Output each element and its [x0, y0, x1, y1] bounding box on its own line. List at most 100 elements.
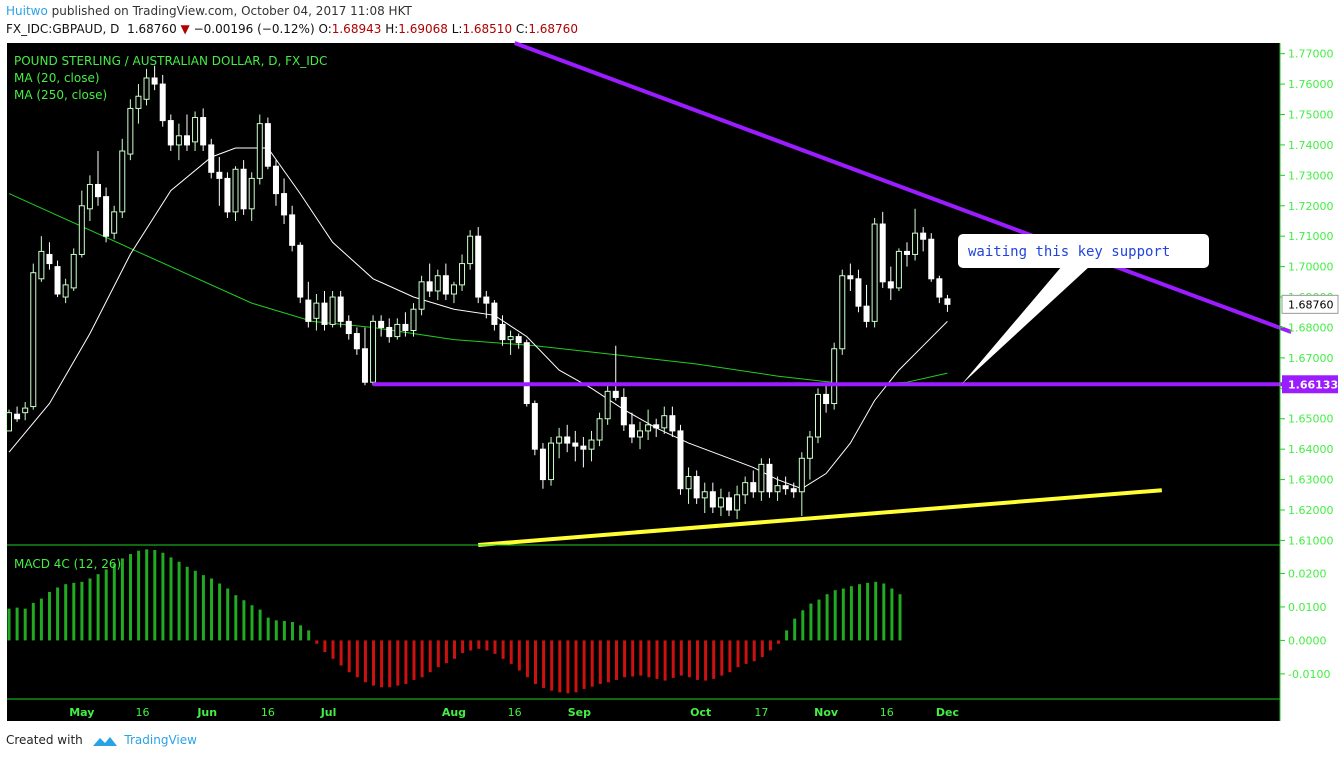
candle-body: [596, 418, 603, 441]
candle-body: [70, 253, 77, 289]
macd-bar: [647, 640, 651, 678]
candle-body: [305, 299, 312, 322]
macd-bar: [185, 566, 189, 641]
macd-bar: [355, 640, 359, 678]
macd-bar: [866, 582, 870, 641]
candle-body: [847, 275, 854, 280]
author-link[interactable]: Huitwo: [6, 4, 48, 18]
candle-body: [523, 342, 530, 405]
price-axis: 1.77000 1.76000 1.75000 1.74000 1.73000 1.720…: [1280, 48, 1334, 681]
candle-body: [920, 232, 927, 240]
macd-bar: [744, 640, 748, 664]
candle-body: [62, 284, 69, 298]
y-tick-label: 1.77000: [1288, 48, 1334, 61]
macd-bar: [849, 586, 853, 641]
low-value: 1.68510: [462, 22, 513, 36]
macd-bar: [444, 640, 448, 664]
candle-body: [499, 323, 506, 341]
candle-body: [103, 196, 110, 237]
candle-body: [685, 476, 692, 490]
macd-bar: [639, 640, 643, 676]
candle-body: [329, 296, 336, 325]
macd-bar: [671, 640, 675, 678]
tradingview-link[interactable]: TradingView: [124, 733, 197, 747]
symbol-line: FX_IDC:GBPAUD, D 1.68760 ▼ −0.00196 (−0.…: [6, 22, 578, 36]
main-pane[interactable]: [6, 41, 1292, 547]
macd-bar: [420, 640, 424, 678]
y-tick-label: 1.67000: [1288, 352, 1334, 365]
candle-body: [272, 165, 279, 195]
annotation-callout[interactable]: waiting this key support: [958, 234, 1209, 385]
macd-bar: [226, 588, 230, 641]
y-tick-label: 1.72000: [1288, 200, 1334, 213]
open-label: O:: [318, 22, 332, 36]
macd-bar: [825, 594, 829, 641]
candle-body: [135, 95, 142, 109]
macd-bar: [882, 583, 886, 641]
macd-bar: [282, 620, 286, 641]
price-change: −0.00196 (−0.12%): [193, 22, 315, 36]
candle-body: [758, 463, 765, 493]
candle-body: [661, 415, 668, 429]
macd-bar: [542, 640, 546, 688]
macd-bar: [728, 640, 732, 673]
candle-body: [515, 336, 522, 344]
candle-body: [531, 403, 538, 450]
candle-body: [750, 482, 757, 493]
macd-bar: [153, 550, 157, 641]
macd-bar: [161, 552, 165, 641]
macd-bar: [145, 549, 149, 641]
candle-body: [928, 238, 935, 280]
macd-bar: [120, 558, 124, 641]
x-tick-label: Oct: [690, 706, 711, 719]
macd-bar: [598, 640, 602, 684]
symbol-label: FX_IDC:GBPAUD, D: [6, 22, 120, 36]
candle-body: [418, 281, 425, 310]
x-tick-label: 16: [261, 706, 275, 719]
macd-bar: [687, 640, 691, 678]
candle-body: [612, 390, 619, 398]
candle-body: [701, 491, 708, 499]
candle-body: [361, 348, 368, 383]
macd-bar: [15, 607, 19, 641]
created-with-text: Created with: [6, 733, 83, 747]
macd-bar: [679, 640, 683, 676]
candle-body: [264, 123, 271, 167]
candle-body: [208, 144, 215, 173]
macd-bar: [501, 640, 505, 659]
macd-bar: [534, 640, 537, 684]
macd-bar: [48, 591, 51, 641]
macd-bar: [428, 640, 432, 673]
macd-bar: [88, 578, 92, 641]
candle-body: [426, 281, 433, 292]
macd-bar: [315, 640, 319, 644]
candle-body: [863, 305, 870, 322]
candle-body: [628, 424, 635, 438]
macd-bar: [615, 640, 618, 680]
macd-bar: [566, 640, 570, 694]
macd-bar: [201, 575, 205, 641]
candle-body: [38, 250, 45, 280]
ma20-line: [8, 147, 948, 490]
macd-pane[interactable]: [7, 549, 902, 694]
close-label: C:: [515, 22, 529, 36]
candle-body: [774, 485, 781, 493]
candle-body: [483, 296, 490, 304]
x-tick-label: Nov: [814, 706, 839, 719]
x-tick-label: Sep: [568, 706, 591, 719]
macd-bar: [663, 640, 667, 681]
ma20-legend: MA (20, close): [14, 71, 100, 85]
chart-background: [7, 43, 1280, 721]
resistance-trend-line: [513, 41, 1292, 334]
callout-pointer: [961, 266, 1090, 385]
macd-bar: [137, 550, 141, 641]
candle-body: [313, 302, 320, 319]
last-price: 1.68760: [127, 22, 177, 36]
macd-bar: [768, 640, 772, 651]
macd-bar: [485, 640, 489, 651]
candle-body: [903, 250, 910, 255]
candle-body: [790, 488, 797, 493]
candle-body: [167, 120, 174, 146]
macd-bar: [704, 640, 708, 681]
